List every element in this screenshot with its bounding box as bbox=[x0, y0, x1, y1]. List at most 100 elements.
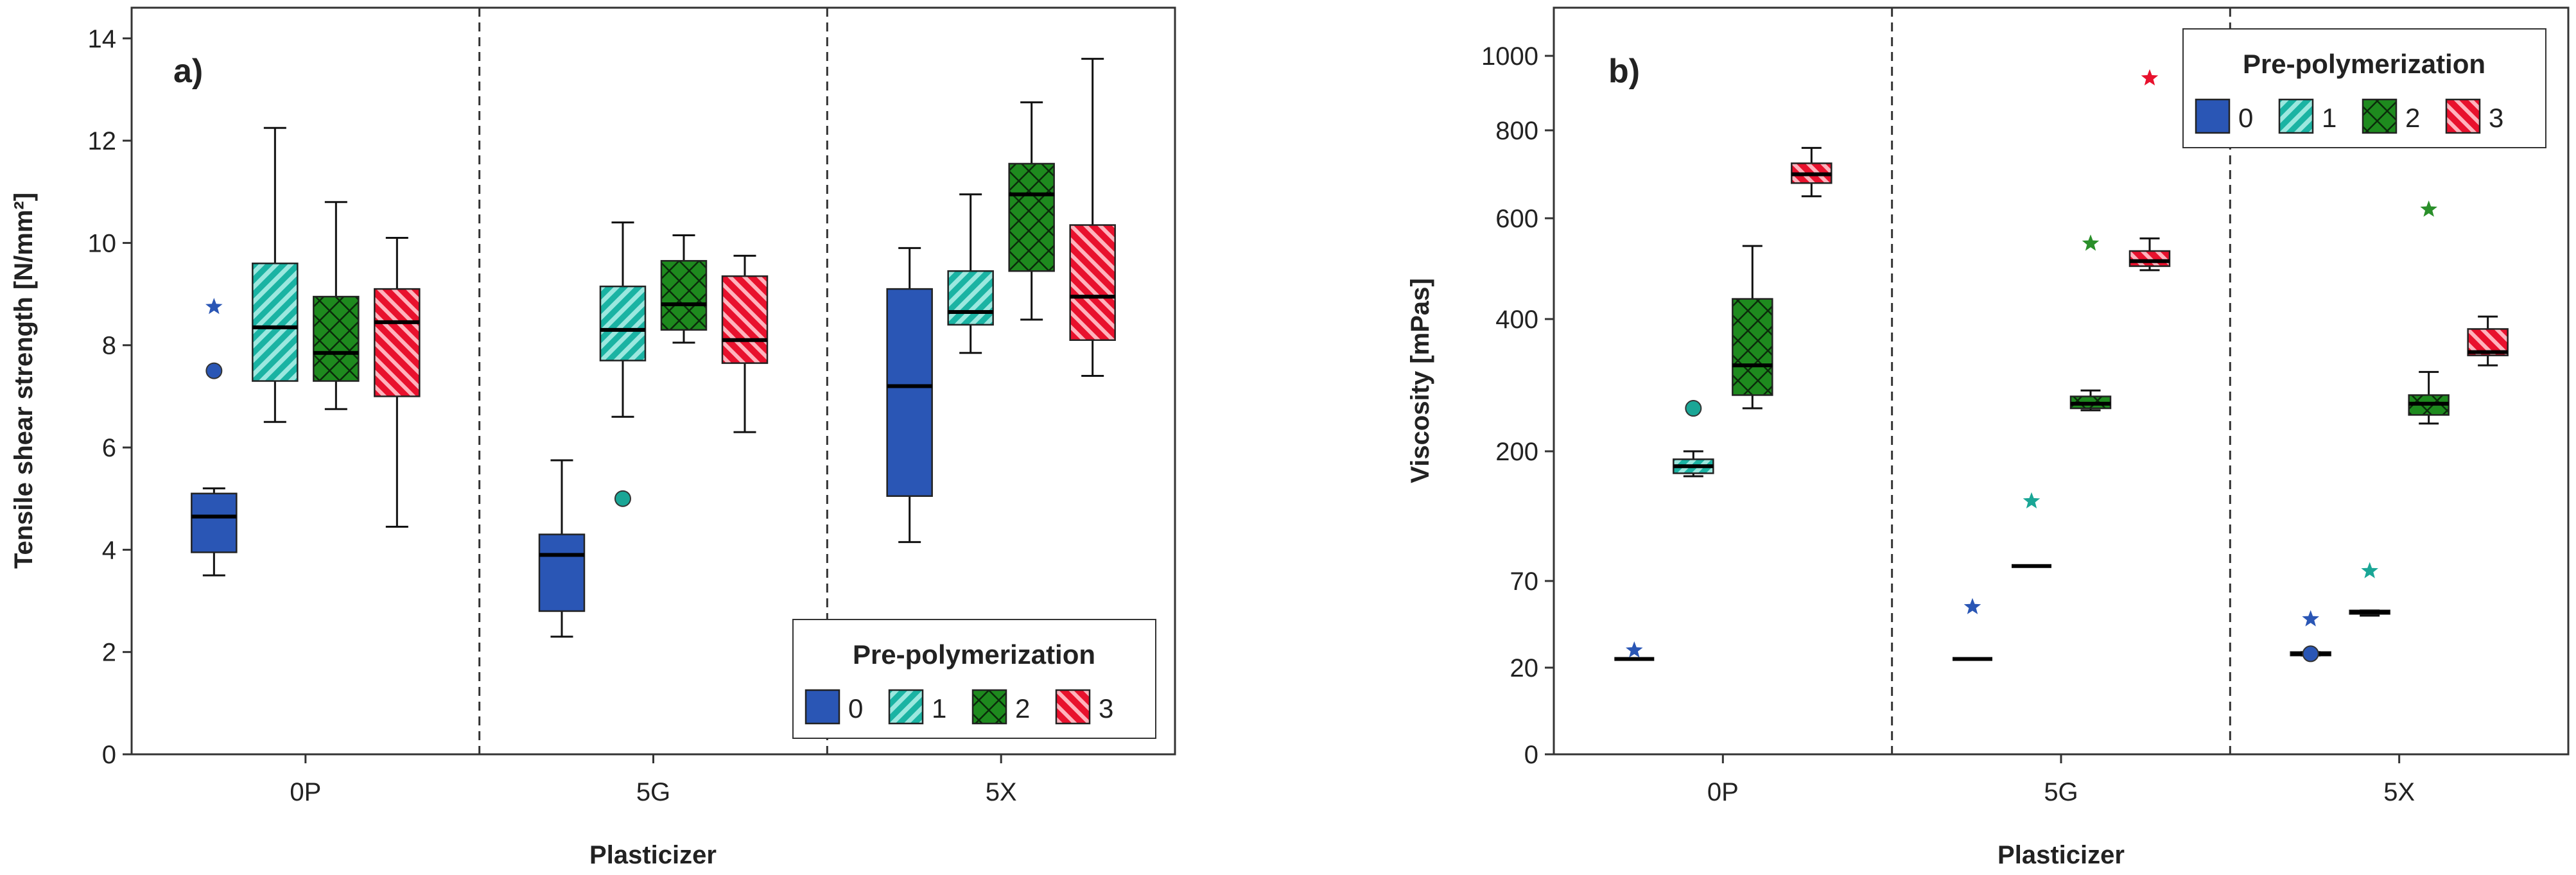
box-iqr bbox=[1732, 298, 1773, 396]
legend-b: Pre-polymerization 0 1 2 3 bbox=[2182, 28, 2546, 148]
y-axis-label-b: Viscosity [mPas] bbox=[1406, 278, 1434, 483]
x-tick-label: 5G bbox=[636, 778, 670, 806]
y-tick-label: 20 bbox=[1510, 654, 1539, 682]
legend-swatch-0 bbox=[2195, 98, 2231, 134]
x-tick-label: 5G bbox=[2044, 778, 2078, 806]
outlier-star-icon bbox=[2361, 562, 2378, 578]
box-0-0P bbox=[191, 298, 238, 576]
box-iqr bbox=[660, 260, 708, 331]
box-3-5X bbox=[1069, 58, 1116, 377]
y-tick-label: 1000 bbox=[1481, 42, 1538, 71]
legend-swatch-3 bbox=[1055, 689, 1091, 725]
legend-swatch-1 bbox=[888, 689, 924, 725]
box-iqr bbox=[886, 288, 933, 497]
legend-swatch-1 bbox=[2278, 98, 2314, 134]
legend-label-1: 1 bbox=[932, 693, 946, 723]
outlier-star-icon bbox=[2420, 200, 2437, 217]
box-3-5G bbox=[721, 254, 769, 433]
box-3-0P bbox=[374, 236, 421, 528]
y-tick-label: 14 bbox=[88, 25, 117, 53]
legend-swatch-2 bbox=[971, 689, 1007, 725]
y-tick-label: 200 bbox=[1495, 438, 1538, 466]
box-0-5X bbox=[886, 247, 933, 543]
outlier-star-icon bbox=[2302, 610, 2319, 627]
box-iqr bbox=[947, 270, 994, 326]
box-iqr bbox=[721, 275, 769, 364]
box-iqr bbox=[313, 295, 360, 382]
legend-title-b: Pre-polymerization bbox=[2243, 49, 2485, 79]
box-2-5G bbox=[660, 234, 708, 344]
box-2-5G bbox=[2069, 234, 2112, 412]
panel-label-b: b) bbox=[1608, 53, 1640, 90]
outlier-star-icon bbox=[2023, 492, 2041, 508]
y-tick-label: 70 bbox=[1510, 567, 1539, 596]
legend-label-1: 1 bbox=[2322, 103, 2337, 133]
box-1-0P bbox=[252, 126, 299, 423]
x-axis-label-a: Plasticizer bbox=[589, 841, 717, 869]
legend-swatch-3 bbox=[2445, 98, 2481, 134]
box-iqr bbox=[538, 533, 586, 612]
box-iqr bbox=[374, 288, 421, 397]
outlier-star-icon bbox=[1963, 598, 1981, 614]
box-iqr bbox=[1008, 162, 1055, 272]
outlier-circle-icon bbox=[205, 362, 223, 379]
x-tick-label: 0P bbox=[290, 778, 321, 806]
y-tick-label: 400 bbox=[1495, 306, 1538, 334]
box-3-0P bbox=[1791, 146, 1832, 198]
panel-label-a: a) bbox=[173, 53, 203, 90]
box-2-0P bbox=[1732, 245, 1773, 410]
outlier-circle-icon bbox=[1685, 400, 1702, 417]
x-tick-label: 5X bbox=[2383, 778, 2415, 806]
y-tick-label: 10 bbox=[88, 229, 117, 257]
box-iqr bbox=[252, 263, 299, 382]
legend-label-0: 0 bbox=[2238, 103, 2253, 133]
box-1-5X bbox=[947, 193, 994, 354]
box-3-5G bbox=[2128, 69, 2171, 272]
y-tick-label: 12 bbox=[88, 127, 117, 155]
box-iqr bbox=[599, 285, 647, 361]
box-iqr bbox=[191, 492, 238, 553]
box-1-5G bbox=[599, 221, 647, 507]
y-tick-label: 0 bbox=[102, 741, 116, 769]
legend-label-0: 0 bbox=[848, 693, 863, 723]
legend-swatch-0 bbox=[805, 689, 840, 725]
outlier-circle-icon bbox=[614, 490, 631, 507]
y-tick-label: 8 bbox=[102, 332, 116, 360]
box-2-5X bbox=[1008, 101, 1055, 321]
x-axis-label-b: Plasticizer bbox=[1997, 841, 2125, 869]
x-tick-label: 0P bbox=[1707, 778, 1739, 806]
box-iqr bbox=[1069, 224, 1116, 342]
y-tick-label: 6 bbox=[102, 434, 116, 462]
legend-swatch-2 bbox=[2362, 98, 2398, 134]
box-1-0P bbox=[1673, 400, 1714, 478]
legend-a: Pre-polymerization 0 1 2 3 bbox=[792, 619, 1156, 739]
box-iqr bbox=[2128, 250, 2171, 267]
box-0-0P bbox=[1614, 641, 1655, 661]
box-0-5G bbox=[538, 459, 586, 638]
box-3-5X bbox=[2467, 315, 2509, 367]
outlier-star-icon bbox=[205, 298, 223, 315]
y-tick-label: 2 bbox=[102, 639, 116, 667]
box-2-0P bbox=[313, 201, 360, 410]
box-0-5X bbox=[2290, 610, 2331, 663]
box-0-5G bbox=[1953, 598, 1992, 661]
outlier-star-icon bbox=[1626, 641, 1643, 658]
y-tick-label: 800 bbox=[1495, 117, 1538, 145]
y-tick-label: 0 bbox=[1524, 741, 1538, 769]
y-tick-label: 600 bbox=[1495, 205, 1538, 233]
legend-title-a: Pre-polymerization bbox=[853, 639, 1095, 670]
legend-label-3: 3 bbox=[2489, 103, 2503, 133]
y-tick-label: 4 bbox=[102, 536, 116, 564]
outlier-circle-icon bbox=[2302, 645, 2319, 663]
x-tick-label: 5X bbox=[986, 778, 1017, 806]
box-1-5X bbox=[2349, 562, 2390, 617]
box-1-5G bbox=[2012, 492, 2051, 568]
y-axis-label-a: Tensile shear strength [N/mm²] bbox=[10, 193, 38, 569]
outlier-star-icon bbox=[2141, 69, 2159, 86]
legend-label-2: 2 bbox=[2405, 103, 2420, 133]
legend-label-2: 2 bbox=[1015, 693, 1030, 723]
outlier-star-icon bbox=[2082, 234, 2100, 251]
